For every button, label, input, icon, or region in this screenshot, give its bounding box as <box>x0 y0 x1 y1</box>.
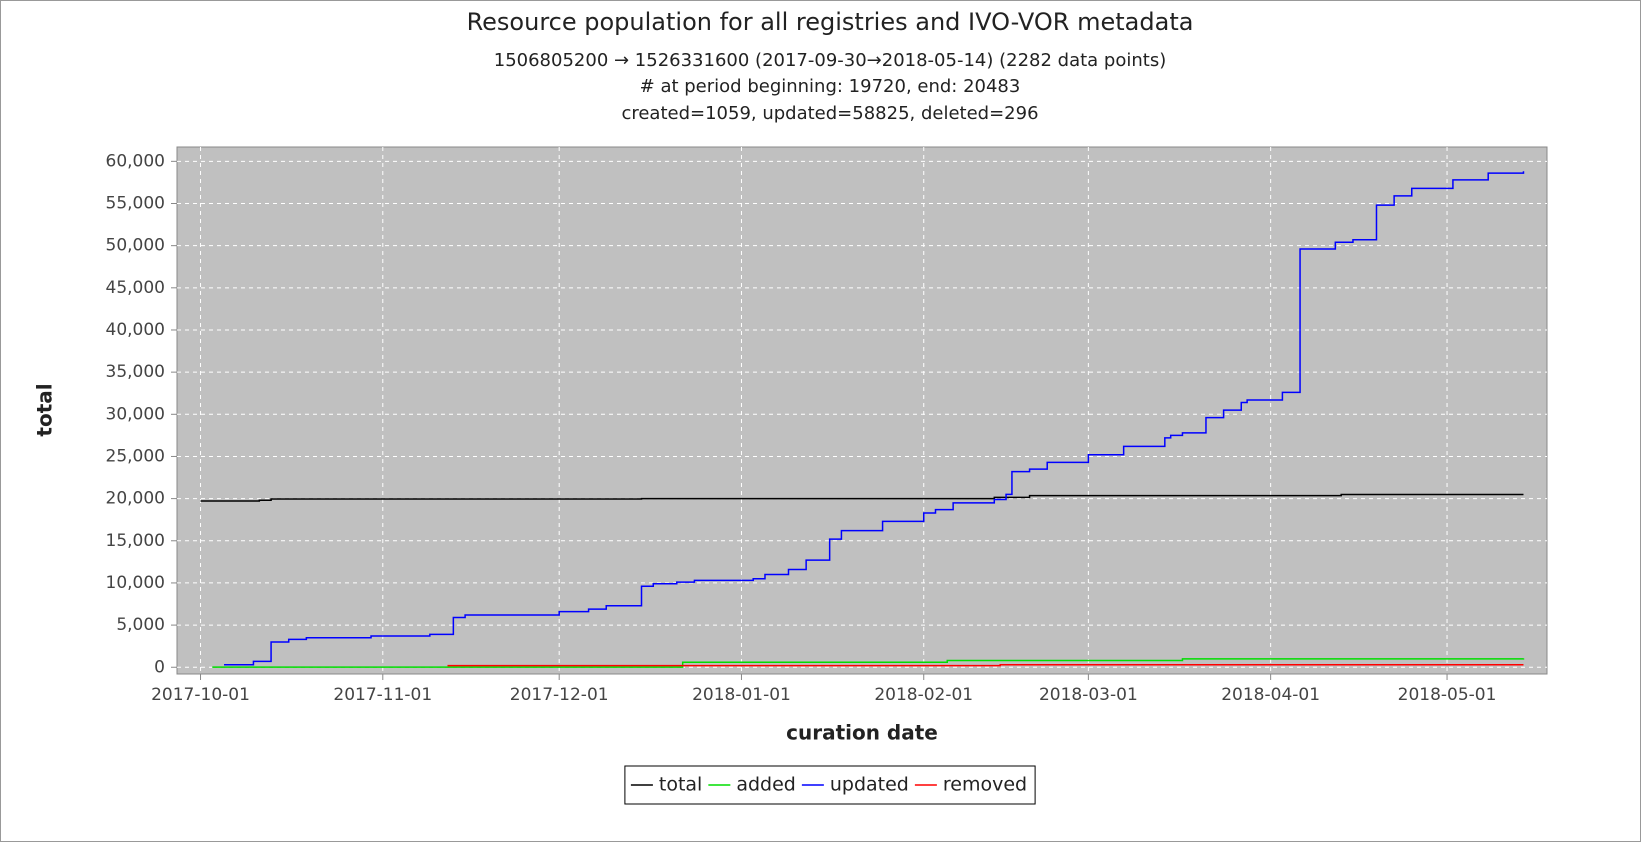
y-tick-label: 0 <box>154 657 165 677</box>
legend-label: removed <box>943 774 1027 796</box>
chart-title: Resource population for all registries a… <box>467 8 1194 36</box>
legend-label: total <box>659 774 702 796</box>
x-axis-label: curation date <box>786 721 938 745</box>
x-tick-label: 2018-04-01 <box>1221 685 1320 705</box>
y-tick-label: 55,000 <box>106 193 165 213</box>
legend-box <box>624 765 1036 805</box>
y-tick-label: 5,000 <box>116 615 165 635</box>
x-tick-label: 2018-03-01 <box>1039 685 1138 705</box>
y-tick-label: 15,000 <box>106 531 165 551</box>
subtitle: created=1059, updated=58825, deleted=296 <box>621 103 1038 124</box>
legend-label: updated <box>830 774 909 796</box>
y-tick-label: 25,000 <box>106 446 165 466</box>
y-tick-label: 60,000 <box>106 151 165 171</box>
series-line <box>224 171 1525 666</box>
series-line <box>200 493 1524 502</box>
y-tick-label: 20,000 <box>106 489 165 509</box>
x-tick-label: 2018-01-01 <box>692 685 791 705</box>
x-tick-label: 2018-05-01 <box>1398 685 1497 705</box>
y-axis-label: total <box>33 383 57 436</box>
subtitle: 1506805200 → 1526331600 (2017-09-30→2018… <box>494 50 1166 71</box>
legend: total added updated removed <box>624 765 1036 805</box>
x-tick-label: 2017-10-01 <box>151 685 250 705</box>
y-tick-label: 35,000 <box>106 362 165 382</box>
series-line <box>447 664 1524 667</box>
plot-area <box>176 146 1548 675</box>
legend-label: added <box>736 774 796 796</box>
y-tick-label: 45,000 <box>106 278 165 298</box>
y-tick-label: 40,000 <box>106 320 165 340</box>
x-tick-label: 2018-02-01 <box>874 685 973 705</box>
x-tick-label: 2017-11-01 <box>333 685 432 705</box>
y-tick-label: 30,000 <box>106 404 165 424</box>
y-tick-label: 10,000 <box>106 573 165 593</box>
y-tick-label: 50,000 <box>106 236 165 256</box>
subtitle: # at period beginning: 19720, end: 20483 <box>640 76 1021 97</box>
x-tick-label: 2017-12-01 <box>510 685 609 705</box>
